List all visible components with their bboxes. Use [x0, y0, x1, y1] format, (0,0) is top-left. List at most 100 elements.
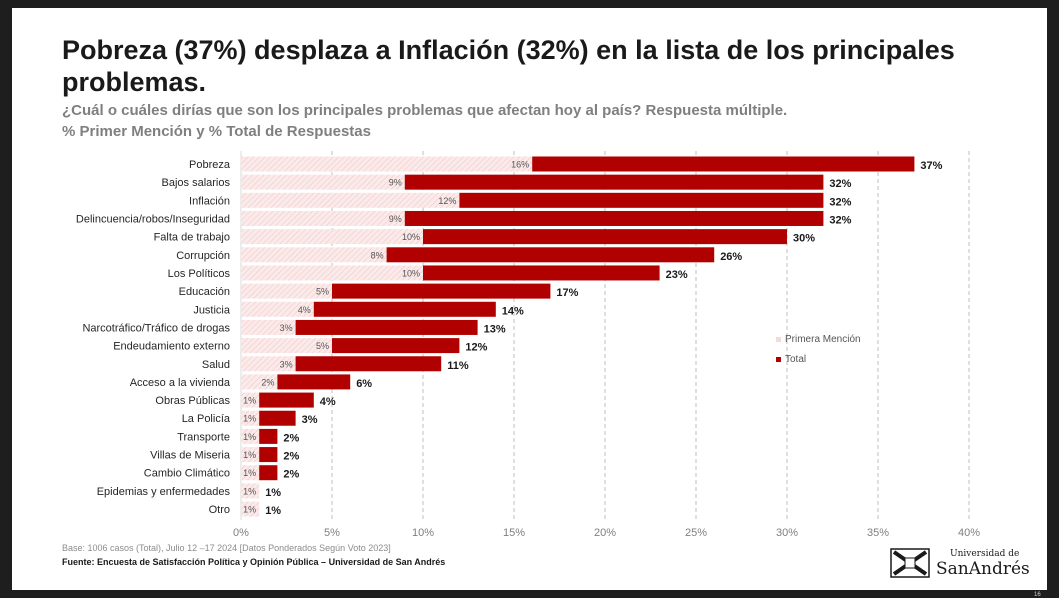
data-label-total: 23%	[666, 269, 688, 281]
data-label-total: 3%	[302, 414, 318, 426]
bar-total	[332, 283, 551, 299]
category-label: Los Políticos	[168, 268, 231, 280]
data-label-total: 32%	[829, 196, 851, 208]
university-logo: Universidad de SanAndrés	[890, 546, 1040, 582]
data-label-first-mention: 1%	[243, 486, 256, 496]
x-tick-label: 15%	[503, 527, 525, 539]
bar-total	[423, 229, 787, 245]
data-label-first-mention: 10%	[402, 268, 420, 278]
data-label-total: 6%	[356, 378, 372, 390]
category-label: Obras Públicas	[155, 395, 230, 407]
crest-icon	[890, 548, 930, 578]
category-label: Corrupción	[176, 250, 230, 262]
slide-subtitle: ¿Cuál o cuáles dirías que son los princi…	[62, 100, 962, 142]
data-label-total: 12%	[465, 342, 487, 354]
bar-first-mention	[241, 156, 533, 172]
bar-first-mention	[241, 483, 260, 499]
data-label-total: 32%	[829, 214, 851, 226]
bar-first-mention	[241, 301, 314, 317]
bar-first-mention	[241, 374, 278, 390]
bar-first-mention	[241, 174, 405, 190]
category-label: Educación	[179, 286, 230, 298]
bar-total	[332, 338, 460, 354]
bar-chart: 0% 5% 10% 15% 20% 25% 30% 35% 40% Pobreza 16% 37% Ba…	[76, 151, 980, 539]
category-label: Justicia	[193, 304, 231, 316]
logo-text-big: SanAndrés	[936, 559, 1030, 579]
category-label: Cambio Climático	[144, 468, 230, 480]
bar-total	[459, 192, 824, 208]
bar-total	[259, 410, 296, 426]
bar-total	[295, 356, 442, 372]
data-label-first-mention: 3%	[280, 323, 293, 333]
data-label-first-mention: 8%	[371, 250, 384, 260]
data-label-first-mention: 1%	[243, 505, 256, 515]
bar-first-mention	[241, 465, 260, 481]
data-label-total: 1%	[265, 505, 281, 517]
bar-first-mention	[241, 192, 460, 208]
bar-first-mention	[241, 428, 260, 444]
bar-total	[259, 465, 278, 481]
bar-total	[386, 247, 715, 263]
bar-first-mention	[241, 338, 332, 354]
data-label-total: 32%	[829, 178, 851, 190]
category-label: Otro	[209, 504, 230, 516]
x-tick-label: 25%	[685, 527, 707, 539]
bar-first-mention	[241, 392, 260, 408]
bar-first-mention	[241, 283, 332, 299]
data-label-total: 4%	[320, 396, 336, 408]
data-label-total: 2%	[283, 432, 299, 444]
bar-first-mention	[241, 319, 296, 335]
category-label: Epidemias y enfermedades	[97, 486, 231, 498]
bar-total	[259, 428, 278, 444]
x-tick-label: 30%	[776, 527, 798, 539]
data-label-first-mention: 1%	[243, 432, 256, 442]
logo-text-small: Universidad de	[950, 549, 1020, 559]
bar-first-mention	[241, 247, 387, 263]
x-tick-label: 40%	[958, 527, 980, 539]
x-tick-label: 20%	[594, 527, 616, 539]
category-label: Narcotráfico/Tráfico de drogas	[82, 322, 230, 334]
legend-swatch-total	[776, 356, 781, 362]
bar-total	[404, 174, 824, 190]
data-label-total: 17%	[556, 287, 578, 299]
data-label-first-mention: 12%	[438, 196, 456, 206]
data-label-first-mention: 5%	[316, 341, 329, 351]
data-label-total: 26%	[720, 251, 742, 263]
data-label-total: 14%	[502, 305, 524, 317]
legend-label-first-mention: Primera Mención	[785, 333, 861, 345]
bar-total	[259, 392, 314, 408]
data-label-first-mention: 16%	[511, 160, 529, 170]
bar-first-mention	[241, 410, 260, 426]
bar-total	[259, 447, 278, 463]
data-label-first-mention: 1%	[243, 396, 256, 406]
legend-item-total: Total	[776, 350, 861, 368]
data-label-total: 2%	[283, 451, 299, 463]
category-label: Pobreza	[189, 159, 231, 171]
data-label-first-mention: 1%	[243, 450, 256, 460]
slide: Pobreza (37%) desplaza a Inflación (32%)…	[12, 8, 1047, 598]
bar-total	[295, 319, 478, 335]
data-label-first-mention: 5%	[316, 287, 329, 297]
x-tick-label: 0%	[233, 527, 249, 539]
data-label-first-mention: 4%	[298, 305, 311, 315]
category-label: Acceso a la vivienda	[130, 377, 231, 389]
category-label: Bajos salarios	[162, 177, 231, 189]
data-label-first-mention: 2%	[261, 377, 274, 387]
subtitle-measure: % Primer Mención y % Total de Respuestas	[62, 123, 371, 140]
data-label-first-mention: 1%	[243, 414, 256, 424]
data-label-total: 30%	[793, 233, 815, 245]
bar-first-mention	[241, 229, 423, 245]
x-tick-label: 35%	[867, 527, 889, 539]
data-label-total: 1%	[265, 487, 281, 499]
chart-footnote: Base: 1006 casos (Total), Julio 12 –17 2…	[62, 543, 391, 553]
category-label: Falta de trabajo	[154, 232, 230, 244]
legend-item-first-mention: Primera Mención	[776, 330, 861, 348]
category-label: Inflación	[189, 195, 230, 207]
chart-source: Fuente: Encuesta de Satisfacción Polític…	[62, 557, 446, 567]
legend-swatch-first-mention	[776, 336, 781, 342]
bar-first-mention	[241, 210, 405, 226]
data-label-first-mention: 3%	[280, 359, 293, 369]
category-label: Transporte	[177, 431, 230, 443]
data-label-first-mention: 1%	[243, 468, 256, 478]
bar-total	[404, 210, 824, 226]
